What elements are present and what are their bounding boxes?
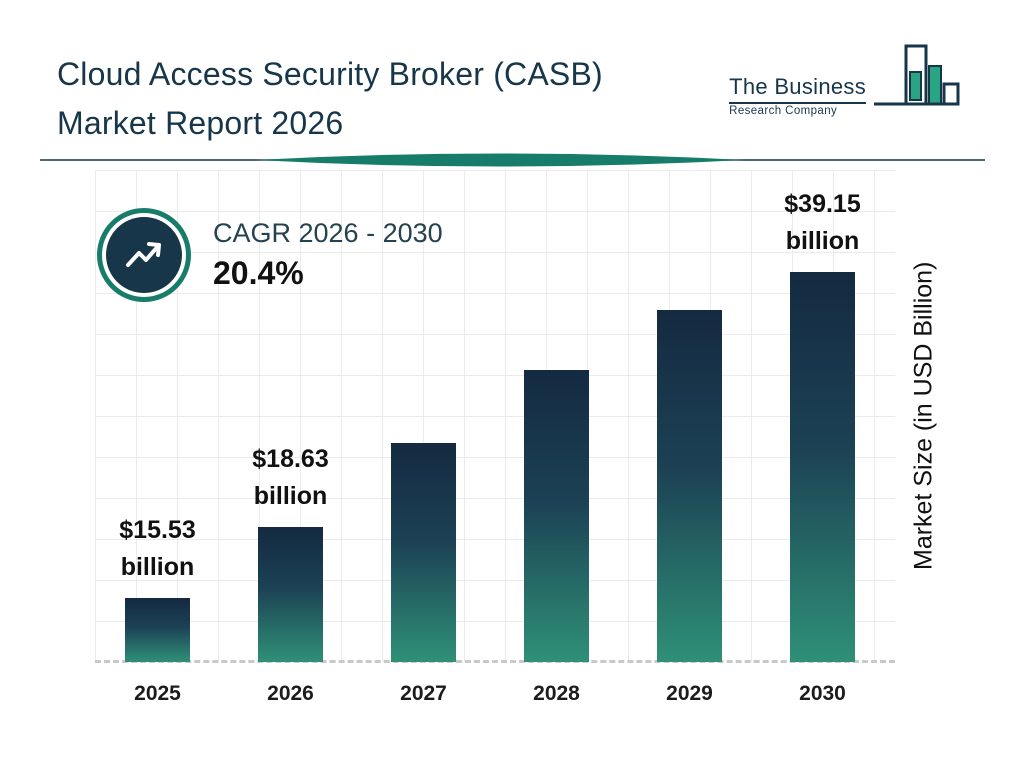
- value-label-amount: $18.63: [252, 445, 329, 473]
- x-label-2029: 2029: [666, 682, 713, 705]
- x-label-2027: 2027: [400, 682, 447, 705]
- cagr-badge: CAGR 2026 - 2030 20.4%: [97, 208, 443, 302]
- value-label-unit: billion: [120, 553, 195, 581]
- company-logo-subname: Research Company: [729, 105, 838, 117]
- x-label-2026: 2026: [267, 682, 314, 705]
- bar-2029: [657, 310, 722, 662]
- cagr-period-label: CAGR 2026 - 2030: [213, 218, 443, 248]
- company-logo-name: The Business: [729, 74, 866, 99]
- bar-2026: [258, 527, 323, 662]
- value-label-unit: billion: [253, 482, 328, 510]
- company-logo: The Business Research Company: [729, 42, 962, 125]
- value-label-amount: $39.15: [784, 190, 861, 218]
- x-label-2028: 2028: [533, 682, 580, 705]
- bar-2025: [125, 598, 190, 662]
- x-label-2030: 2030: [799, 682, 846, 705]
- plot-area: $15.53 billion $18.63 billion $39.15 billion: [95, 170, 895, 663]
- value-label-unit: billion: [785, 227, 860, 255]
- x-label-2025: 2025: [134, 682, 181, 705]
- value-label-2026: $18.63 billion: [252, 441, 328, 515]
- bar-chart-logo-icon: [872, 42, 962, 125]
- x-axis-labels: 2025 2026 2027 2028 2029 2030: [95, 682, 895, 714]
- bar-2028: [524, 370, 589, 662]
- page-title: Cloud Access Security Broker (CASB) Mark…: [57, 50, 603, 148]
- bar-2030: [790, 272, 855, 662]
- value-label-2025: $15.53 billion: [119, 512, 195, 586]
- cagr-value: 20.4%: [213, 255, 304, 291]
- value-label-amount: $15.53: [119, 516, 196, 544]
- x-axis-baseline: [95, 660, 895, 663]
- value-label-2030: $39.15 billion: [784, 186, 860, 260]
- bar-2027: [391, 443, 456, 662]
- header-divider: [40, 152, 985, 170]
- logo-divider-line: [729, 102, 866, 104]
- y-axis-label: Market Size (in USD Billion): [909, 261, 938, 571]
- cagr-circle: [97, 208, 191, 302]
- page-title-line2: Market Report 2026: [57, 105, 344, 141]
- company-logo-text: The Business Research Company: [729, 50, 866, 117]
- trending-up-icon: [106, 217, 182, 293]
- cagr-text: CAGR 2026 - 2030 20.4%: [213, 218, 443, 292]
- page-title-line1: Cloud Access Security Broker (CASB): [57, 56, 603, 92]
